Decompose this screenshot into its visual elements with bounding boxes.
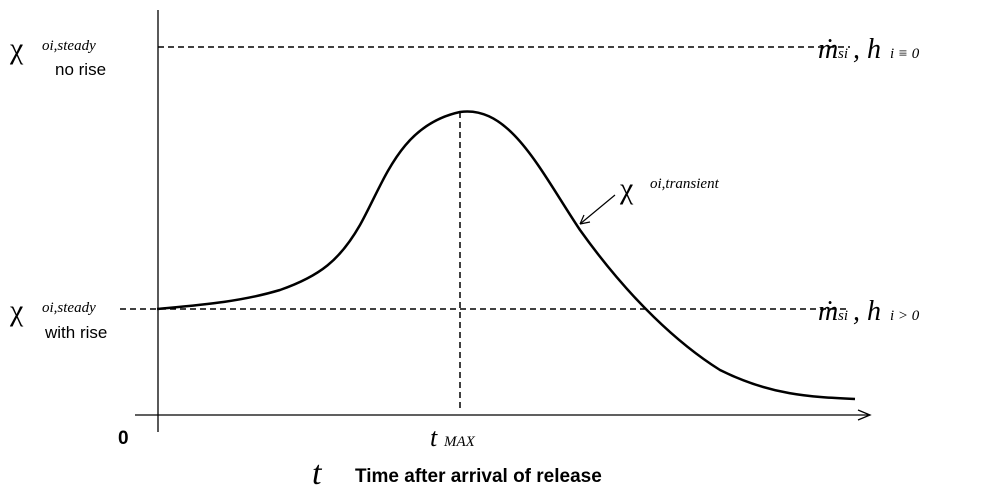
subscript: si	[838, 46, 848, 62]
subscript: oi,steady	[42, 300, 96, 316]
symbol: ṁ	[818, 296, 838, 327]
x-axis-title: Time after arrival of release	[355, 466, 602, 487]
subscript: i > 0	[890, 308, 920, 324]
note: with rise	[44, 323, 107, 342]
symbol: χ	[9, 294, 24, 327]
subscript: i ≡ 0	[890, 46, 920, 62]
subscript: si	[838, 308, 848, 324]
symbol: t	[312, 455, 323, 492]
symbol: ṁ	[818, 34, 838, 65]
subscript: oi,steady	[42, 38, 96, 54]
symbol: χ	[619, 172, 634, 205]
curve-pointer	[579, 194, 616, 225]
symbol: χ	[9, 32, 24, 65]
note: no rise	[55, 60, 106, 79]
symbol: , h	[853, 34, 881, 65]
transient-curve	[156, 110, 856, 401]
symbol: t	[430, 423, 438, 452]
origin-label: 0	[118, 428, 129, 449]
curve-pointer-head	[579, 214, 591, 225]
symbol: , h	[853, 296, 881, 327]
subscript: oi,transient	[650, 176, 720, 192]
subscript: MAX	[443, 434, 476, 450]
x-axis-arrow	[857, 409, 872, 421]
